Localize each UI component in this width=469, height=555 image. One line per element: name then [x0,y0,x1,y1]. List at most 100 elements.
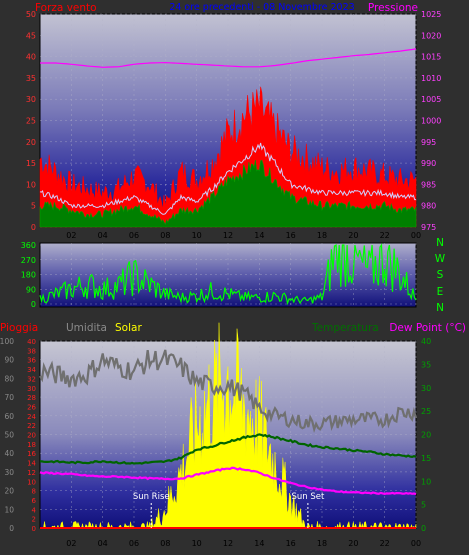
rain-tick-label: 16 [27,450,36,458]
pressure-tick-label: 995 [421,138,436,147]
gust-average-series [39,142,416,215]
wind-speed-tick-label: 25 [26,117,36,126]
temperature-tick-label: 5 [421,501,426,510]
rain-tick-label: 38 [27,347,36,355]
rain-tick-label: 20 [27,432,36,440]
time-tick-label: 02 [66,231,76,240]
rain-title: Pioggia [0,322,38,334]
rain-tick-label: 24 [27,413,36,421]
rain-tick-label: 34 [27,366,36,374]
time-tick-label: 16 [286,231,296,240]
dewpoint-title: Dew Point (°C) [389,322,466,334]
time-tick-label: 04 [98,231,108,240]
temperature-tick-label: 10 [421,477,431,486]
humidity-tick-label: 100 [0,337,14,346]
pressure-tick-label: 980 [421,202,436,211]
pressure-tick-label: 1000 [421,117,441,126]
rain-tick-label: 18 [27,441,36,449]
humidity-tick-label: 60 [4,412,14,421]
direction-tick-label: 90 [26,285,36,294]
time-tick-label: 06 [129,231,139,240]
temperature-tick-label: 0 [421,524,426,533]
rain-tick-label: 26 [27,403,36,411]
pressure-tick-label: 985 [421,180,436,189]
sunrise-label: Sun Rise [133,492,170,502]
humidity-tick-label: 80 [4,374,14,383]
solar-title: Solar [115,322,142,334]
time-tick-label: 04 [98,539,108,548]
time-tick-label: 18 [317,231,327,240]
rain-tick-label: 32 [27,375,36,383]
humidity-tick-label: 90 [4,356,14,365]
climate-series [39,322,418,529]
time-tick-label: 08 [160,231,170,240]
rain-tick-label: 4 [32,506,37,514]
wind-direction-axis: 0 90 180 270 360 [21,241,36,309]
wind-speed-axis: 0 5 10 15 20 25 30 35 40 45 50 [26,10,36,232]
wind-speed-tick-label: 20 [26,138,36,147]
temperature-axis: 0 5 10 15 20 25 30 35 40 [421,337,431,533]
time-tick-label: 20 [348,231,358,240]
wind-speed-series [39,86,417,228]
rain-tick-label: 40 [27,338,36,346]
compass-label: N [436,302,444,314]
pressure-tick-label: 990 [421,159,436,168]
direction-tick-label: 0 [31,300,36,309]
pressure-tick-label: 1015 [421,53,441,62]
wind-speed-tick-label: 15 [26,159,36,168]
temperature-tick-label: 40 [421,337,431,346]
wind-speed-tick-label: 45 [26,31,36,40]
temperature-title: Temperatura [311,322,379,334]
rain-tick-label: 2 [32,516,36,524]
humidity-axis: 0 10 20 30 40 50 60 70 80 90 100 [0,337,14,533]
rain-tick-label: 36 [27,357,36,365]
time-tick-label: 00 [411,539,421,548]
wind-speed-tick-label: 10 [26,180,36,189]
humidity-series [39,349,418,434]
wind-direction-grid [40,243,417,307]
rain-tick-label: 6 [32,497,37,505]
sun-markers: Sun Rise Sun Set [133,492,325,528]
time-tick-label: 06 [129,539,139,548]
time-tick-label: 16 [286,539,296,548]
pressure-tick-label: 1005 [421,95,441,104]
time-axis-bottom: 02 04 06 08 10 12 14 16 18 20 22 00 [66,539,421,548]
wind-speed-tick-label: 5 [31,202,36,211]
rain-tick-label: 8 [32,488,36,496]
rain-tick-label: 12 [27,469,36,477]
humidity-tick-label: 0 [9,524,14,533]
humidity-tick-label: 20 [4,487,14,496]
pressure-tick-label: 1025 [421,10,441,19]
pressure-title: Pressione [368,2,418,14]
rain-tick-label: 10 [27,478,36,486]
temperature-tick-label: 15 [421,454,431,463]
temperature-series [40,433,417,465]
temperature-tick-label: 20 [421,431,431,440]
wind-speed-tick-label: 30 [26,95,36,104]
time-tick-label: 12 [223,539,233,548]
time-tick-label: 12 [223,231,233,240]
time-axis-top: 02 04 06 08 10 12 14 16 18 20 22 00 [66,231,421,240]
time-tick-label: 00 [411,231,421,240]
time-tick-label: 22 [380,231,390,240]
humidity-tick-label: 30 [4,468,14,477]
wind-average-series [39,159,417,228]
wind-pressure-series [39,48,417,228]
rain-tick-label: 30 [27,385,36,393]
wind-speed-tick-label: 35 [26,74,36,83]
compass-label: E [437,286,444,298]
pressure-tick-label: 975 [421,223,436,232]
direction-tick-label: 270 [21,256,36,265]
wind-speed-tick-label: 40 [26,53,36,62]
wind-speed-title: Forza vento [35,2,97,14]
rain-tick-label: 0 [32,525,36,533]
wind-direction-series [39,243,417,306]
compass-label: W [435,253,446,265]
rain-tick-label: 14 [27,460,36,468]
wind-speed-tick-label: 0 [31,223,36,232]
humidity-tick-label: 70 [4,393,14,402]
humidity-tick-label: 50 [4,431,14,440]
